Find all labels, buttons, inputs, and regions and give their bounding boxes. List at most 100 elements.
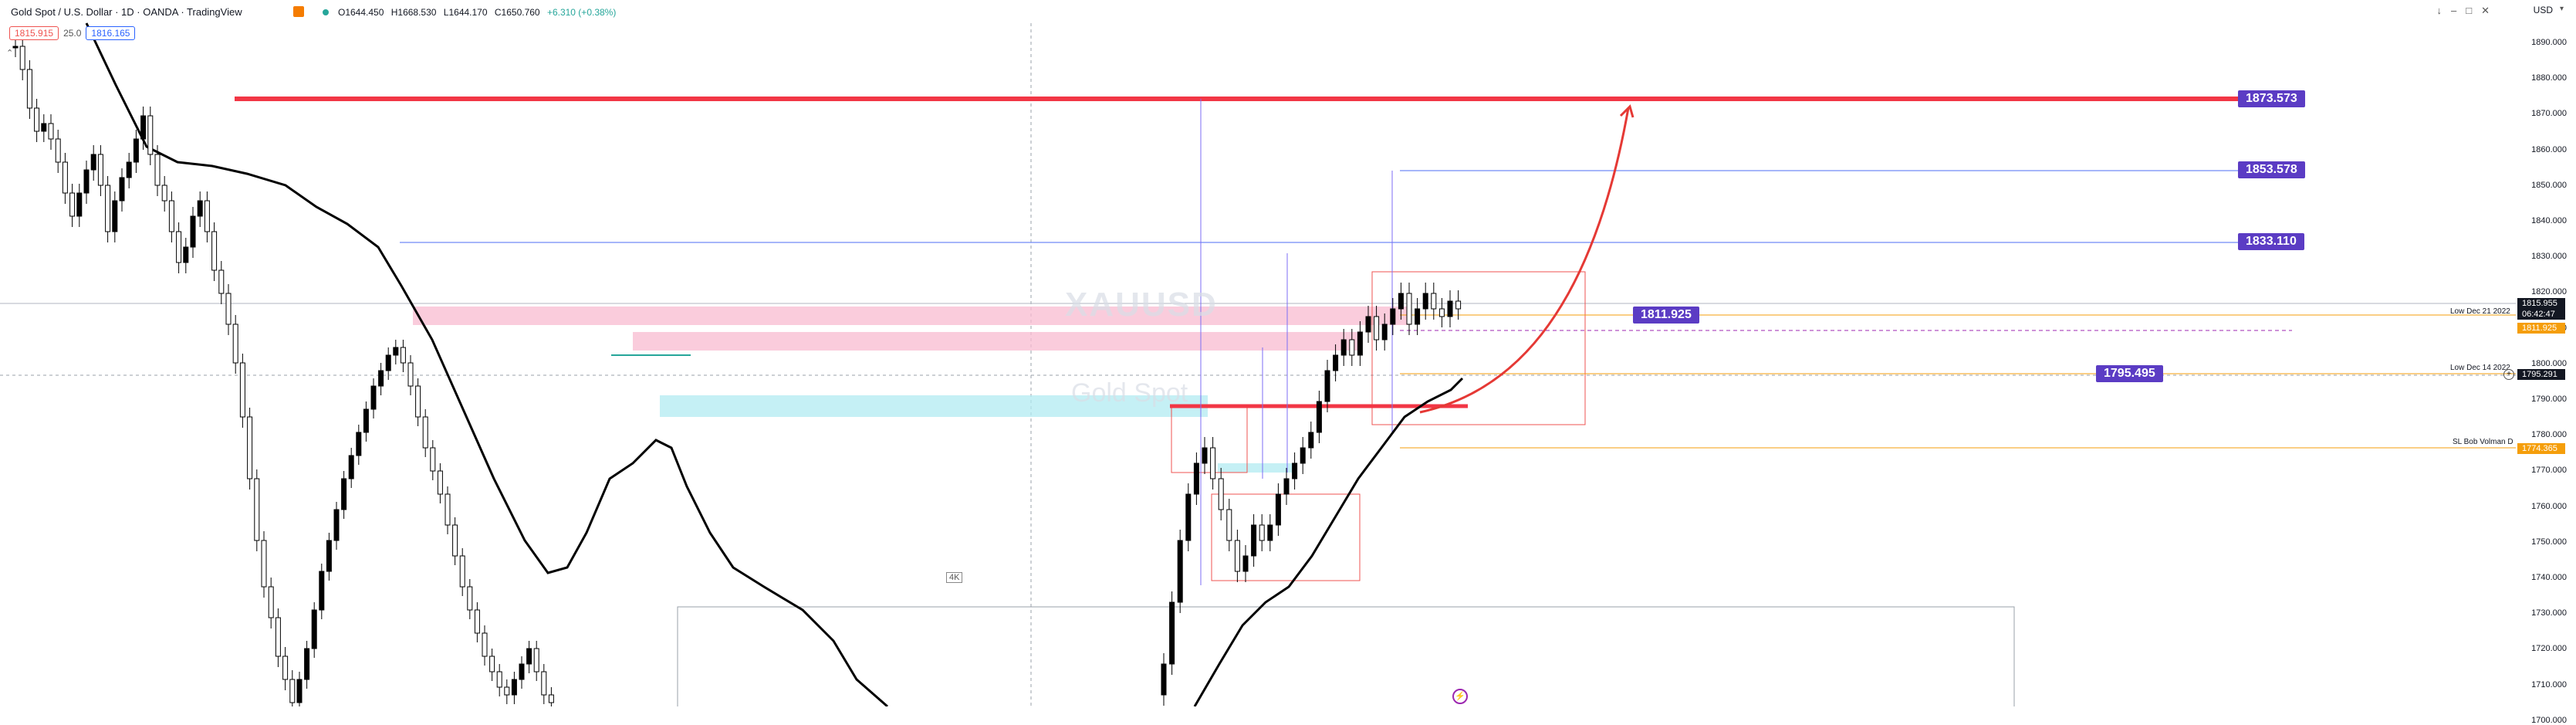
candle-body [90,154,96,171]
buy-button[interactable]: 1816.165 [86,26,136,40]
add-alert-icon[interactable]: + [2503,369,2514,380]
axis-tick: 1890.000 [2531,38,2567,47]
minimize-icon[interactable]: – [2451,5,2457,16]
candle-body [1226,509,1232,541]
candle-body [76,192,83,217]
projection-arrowhead [1619,104,1635,118]
candle-body [282,656,289,680]
favorite-icon[interactable] [293,6,304,17]
candle-body [1406,293,1412,325]
close-icon[interactable]: ✕ [2481,5,2490,16]
candle-body [97,154,103,186]
candle-body [407,362,414,387]
candle-body [254,478,260,541]
candle-body [34,107,40,132]
candle-body [1193,462,1199,495]
level-tag-1873[interactable]: 1873.573 [2238,90,2305,107]
candle-body [474,609,480,634]
candle-body [445,493,451,526]
candle-body [55,138,61,163]
ohlc-open: O1644.450 [338,7,384,18]
candle-body [133,138,139,163]
candle-body [341,478,347,510]
candle-body [400,347,406,364]
level-tag-1811[interactable]: 1811.925 [1633,307,1699,324]
candle-body [12,46,19,49]
candle-body [393,347,399,356]
candle-body [1267,524,1273,541]
axis-tick: 1720.000 [2531,644,2567,654]
ohlc-high: H1668.530 [390,7,437,18]
candle-body [1398,293,1404,310]
axis-tick: 1790.000 [2531,395,2567,404]
candle-body [370,385,377,410]
range-box-3 [1371,271,1586,425]
axis-tick: 1760.000 [2531,501,2567,511]
axis-tick: 1750.000 [2531,537,2567,547]
axis-tick: 1860.000 [2531,144,2567,154]
candle-body [1357,331,1363,356]
candle-body [430,447,436,472]
candle-body [83,169,90,194]
axis-tick: 1840.000 [2531,216,2567,225]
level-tag-1853[interactable]: 1853.578 [2238,161,2305,178]
candle-body [218,269,225,294]
candle-body [1300,447,1306,464]
candle-body [467,586,473,611]
candle-body [239,362,245,418]
bid-ask-panel: 1815.915 25.0 1816.165 [9,25,136,42]
candle-body [1316,401,1322,433]
candle-body [496,671,502,688]
candle-body [41,123,47,132]
supply-zone-upper [413,307,1408,325]
candle-body [1275,493,1281,526]
candle-body [19,46,25,70]
lightning-icon[interactable]: ⚡ [1452,689,1468,704]
sell-button[interactable]: 1815.915 [9,26,59,40]
candle-body [1234,540,1240,572]
candle-body [548,694,554,703]
currency-selector[interactable]: USD [2533,5,2553,15]
symbol-title[interactable]: Gold Spot / U.S. Dollar · 1D · OANDA · T… [11,6,242,18]
candle-body [378,370,384,387]
label-low-dec14: Low Dec 14 2022 [2450,364,2510,372]
axis-tick: 1710.000 [2531,679,2567,689]
price-chart[interactable] [0,0,2576,706]
candle-body [533,648,539,672]
level-tag-1833[interactable]: 1833.110 [2238,233,2304,250]
ohlc-change: +6.310 (+0.38%) [546,7,617,18]
axis-tick: 1850.000 [2531,180,2567,190]
chevron-down-icon[interactable]: ▾ [2559,5,2564,13]
candle-body [1381,324,1388,340]
candle-body [168,200,174,232]
annotation-box-label[interactable]: 4K [946,572,963,583]
candle-body [1415,308,1421,325]
candle-body [232,324,238,364]
demand-zone-cyan-small [1218,463,1295,473]
candle-body [363,408,369,433]
watermark-ticker: XAUUSD [1065,286,1218,324]
candle-body [197,200,203,217]
candle-body [1210,447,1216,479]
spread-value: 25.0 [63,28,82,39]
candle-body [112,200,118,232]
candle-body [415,385,421,418]
arrow-down-icon[interactable]: ↓ [2436,5,2442,16]
level-tag-1795[interactable]: 1795.495 [2096,365,2163,382]
candle-body [48,123,54,140]
candle-body [1202,447,1208,464]
candle-body [422,416,428,449]
candle-body [1242,555,1249,572]
axis-tick: 1780.000 [2531,430,2567,440]
consolidation-box [677,606,2015,706]
candle-body [541,671,547,696]
candle-body [489,656,495,672]
candle-body [1283,478,1290,495]
candle-body [1177,540,1183,603]
candle-body [304,648,310,680]
maximize-icon[interactable]: □ [2466,5,2473,16]
candle-body [348,455,354,479]
scale-tag-1795: 1795.291 [2517,369,2565,380]
candle-body [183,246,189,263]
collapse-icon[interactable]: ⌃ [6,49,14,58]
